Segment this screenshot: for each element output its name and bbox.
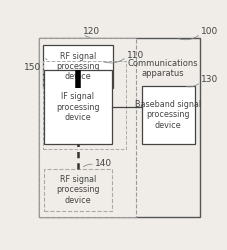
- Bar: [39, 38, 136, 217]
- Text: 150: 150: [24, 63, 41, 72]
- Text: 120: 120: [82, 27, 99, 36]
- Text: Baseband signal
processing
device: Baseband signal processing device: [134, 100, 200, 130]
- Text: 130: 130: [200, 75, 217, 84]
- Bar: [44, 70, 111, 144]
- Text: 140: 140: [94, 159, 111, 168]
- Text: 100: 100: [200, 27, 217, 36]
- Text: IF signal
processing
device: IF signal processing device: [56, 92, 99, 122]
- Text: RF signal
processing
device: RF signal processing device: [56, 175, 99, 205]
- Bar: [141, 86, 194, 143]
- Text: RF signal
processing
device: RF signal processing device: [56, 52, 99, 82]
- Text: Communications
apparatus: Communications apparatus: [127, 59, 197, 78]
- Text: 110: 110: [127, 51, 144, 60]
- Bar: [42, 46, 113, 88]
- Bar: [44, 168, 111, 211]
- Bar: [42, 61, 125, 149]
